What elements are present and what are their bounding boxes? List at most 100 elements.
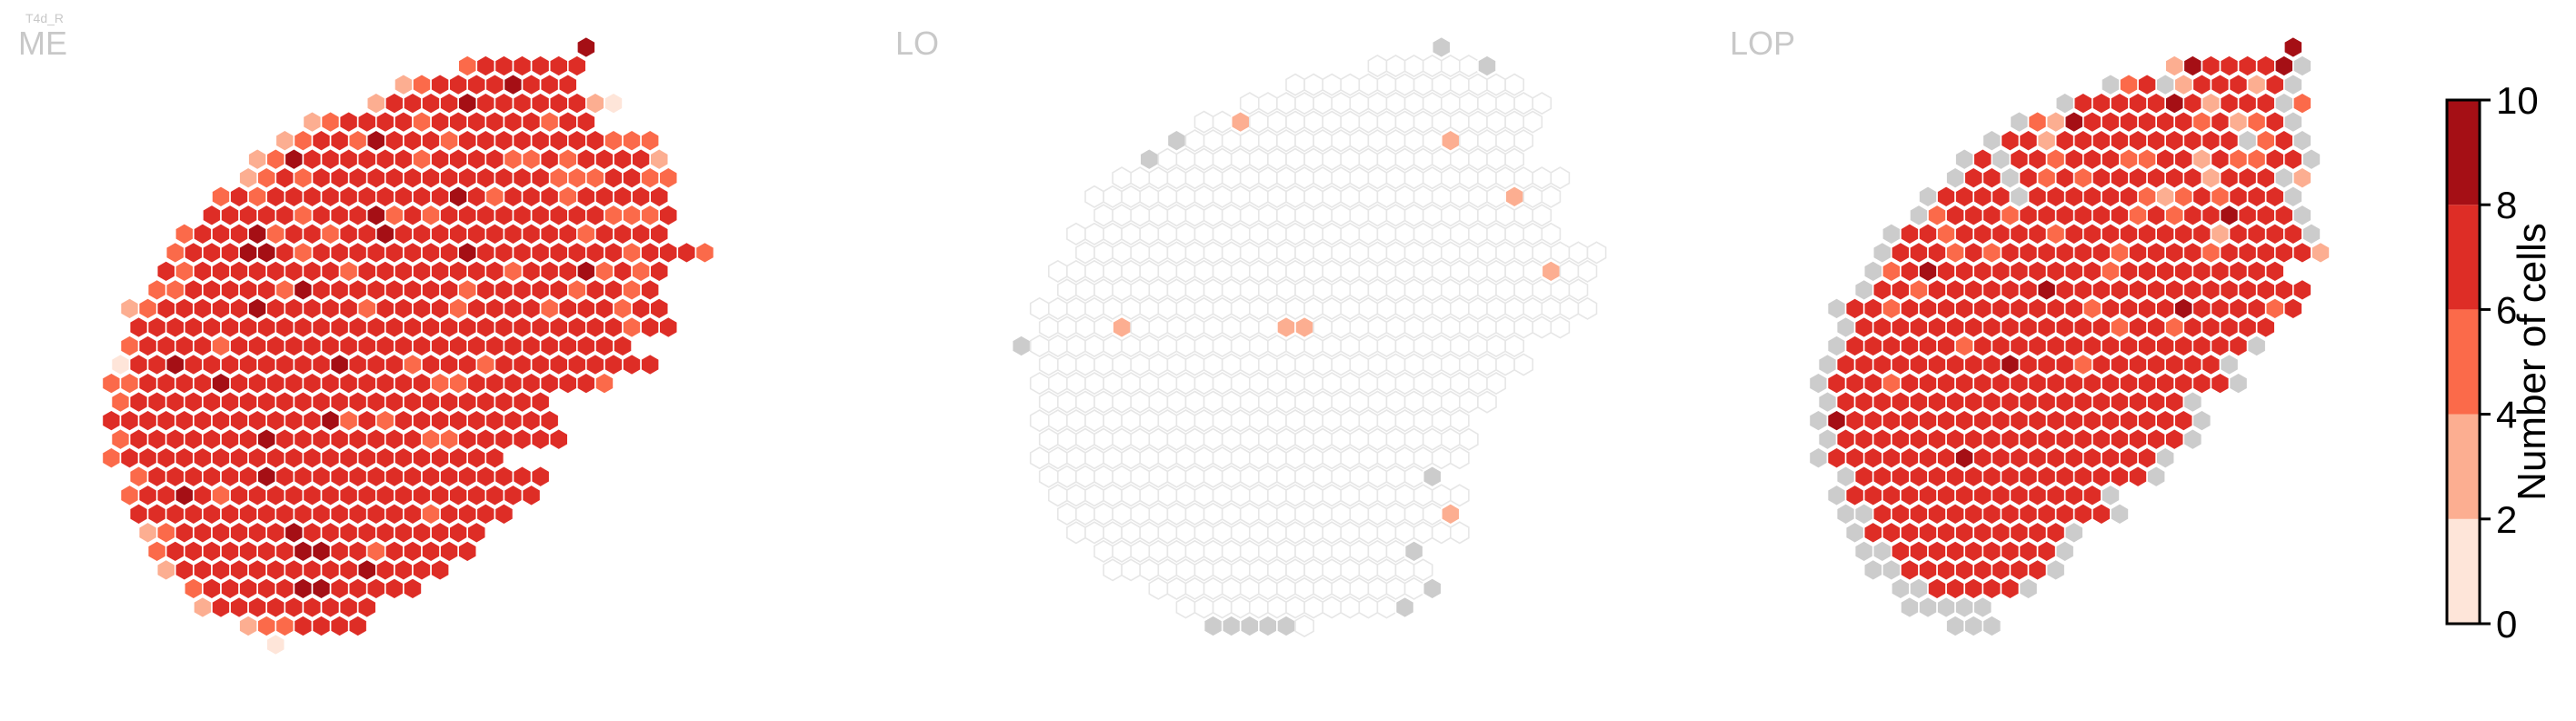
hex-cell — [1532, 315, 1553, 339]
hex-cell — [1477, 278, 1497, 302]
hex-cell — [1945, 539, 1965, 563]
hex-cell — [1495, 278, 1515, 302]
hex-cell — [2137, 296, 2157, 320]
hex-cell — [439, 502, 460, 526]
hex-cell — [1249, 147, 1269, 171]
hex-cell — [613, 185, 633, 208]
hex-cell — [347, 614, 368, 638]
hex-cell — [384, 278, 404, 302]
hex-cell — [2045, 110, 2066, 134]
hex-cell — [320, 596, 341, 619]
hex-cell — [1394, 185, 1415, 208]
hex-cell — [1468, 110, 1488, 134]
hex-cell — [1532, 241, 1553, 265]
hex-cell — [256, 353, 277, 376]
hex-cell — [184, 390, 204, 414]
hex-cell — [604, 92, 624, 115]
hex-cell — [1358, 73, 1379, 96]
hex-cell — [1431, 296, 1452, 320]
hex-cell — [2128, 241, 2148, 265]
hex-cell — [2009, 110, 2030, 134]
hex-cell — [356, 185, 377, 208]
hex-cell — [1322, 484, 1342, 507]
hex-cell — [1954, 222, 1974, 245]
hex-cell — [384, 166, 404, 190]
hex-cell — [521, 73, 542, 96]
hex-cell — [247, 334, 268, 358]
hex-cell — [2246, 222, 2267, 245]
hex-cell — [1504, 73, 1524, 96]
hex-cell — [457, 427, 478, 451]
hex-cell — [2128, 129, 2148, 153]
hex-cell — [247, 558, 268, 582]
hex-cell — [2155, 73, 2175, 96]
hex-cell — [165, 502, 185, 526]
hex-cell — [2063, 147, 2084, 171]
hex-cell — [1139, 334, 1160, 358]
hex-cell — [466, 185, 487, 208]
hex-cell — [347, 315, 368, 339]
hex-cell — [2264, 222, 2285, 245]
hex-cell — [1963, 166, 1984, 190]
hex-cell — [1972, 147, 1993, 171]
hex-cell — [1513, 204, 1533, 227]
hex-cell — [1093, 390, 1113, 414]
hex-cell — [1991, 446, 2012, 470]
hex-cell — [1075, 353, 1095, 376]
hex-cell — [1972, 521, 1993, 545]
hex-cell — [2000, 427, 2021, 451]
hex-cell — [1212, 222, 1233, 245]
hex-cell — [548, 427, 569, 451]
hex-cell — [1954, 334, 1974, 358]
hex-cell — [1349, 166, 1370, 190]
hex-cell — [2164, 92, 2185, 115]
hex-cell — [1963, 315, 1984, 339]
hex-cell — [374, 484, 395, 507]
hex-cell — [530, 465, 551, 488]
hex-cell — [1221, 576, 1242, 600]
hex-cell — [2255, 278, 2276, 302]
hex-cell — [356, 259, 377, 283]
hex-cell — [613, 296, 633, 320]
hex-cell — [256, 502, 277, 526]
hex-cell — [2027, 110, 2048, 134]
hex-cell — [1029, 334, 1050, 358]
hex-cell — [1184, 204, 1205, 227]
hex-cell — [1258, 427, 1278, 451]
hex-cell — [1431, 409, 1452, 433]
hex-cell — [1431, 185, 1452, 208]
hex-cell — [184, 315, 204, 339]
hex-cell — [1431, 521, 1452, 545]
hex-cell — [284, 222, 305, 245]
hex-cell — [1121, 558, 1141, 582]
hex-cell — [1175, 259, 1196, 283]
hex-cell — [1900, 409, 1920, 433]
hex-cell — [2301, 222, 2321, 245]
hex-cell — [365, 427, 386, 451]
hex-cell — [1294, 92, 1314, 115]
hex-cell — [365, 129, 386, 153]
hex-cell — [365, 315, 386, 339]
hex-cell — [119, 484, 140, 507]
hex-cell — [1872, 502, 1892, 526]
hex-cell — [1376, 334, 1397, 358]
hex-cell — [457, 241, 478, 265]
hex-cell — [1322, 521, 1342, 545]
hex-cell — [2110, 465, 2130, 488]
hex-cell — [2009, 222, 2030, 245]
hex-cell — [494, 427, 514, 451]
hex-cell — [1523, 185, 1543, 208]
hex-cell — [302, 147, 323, 171]
hex-cell — [1954, 409, 1974, 433]
hex-cell — [1504, 110, 1524, 134]
hex-cell — [484, 259, 505, 283]
hex-cell — [374, 296, 395, 320]
hex-cell — [1872, 241, 1892, 265]
hex-cell — [448, 446, 469, 470]
hex-cell — [1148, 427, 1169, 451]
panel-title-lo: LO — [895, 25, 939, 62]
hex-cell — [1148, 353, 1169, 376]
hex-cell — [575, 147, 596, 171]
hex-cell — [2036, 204, 2057, 227]
hex-cell — [2274, 278, 2294, 302]
